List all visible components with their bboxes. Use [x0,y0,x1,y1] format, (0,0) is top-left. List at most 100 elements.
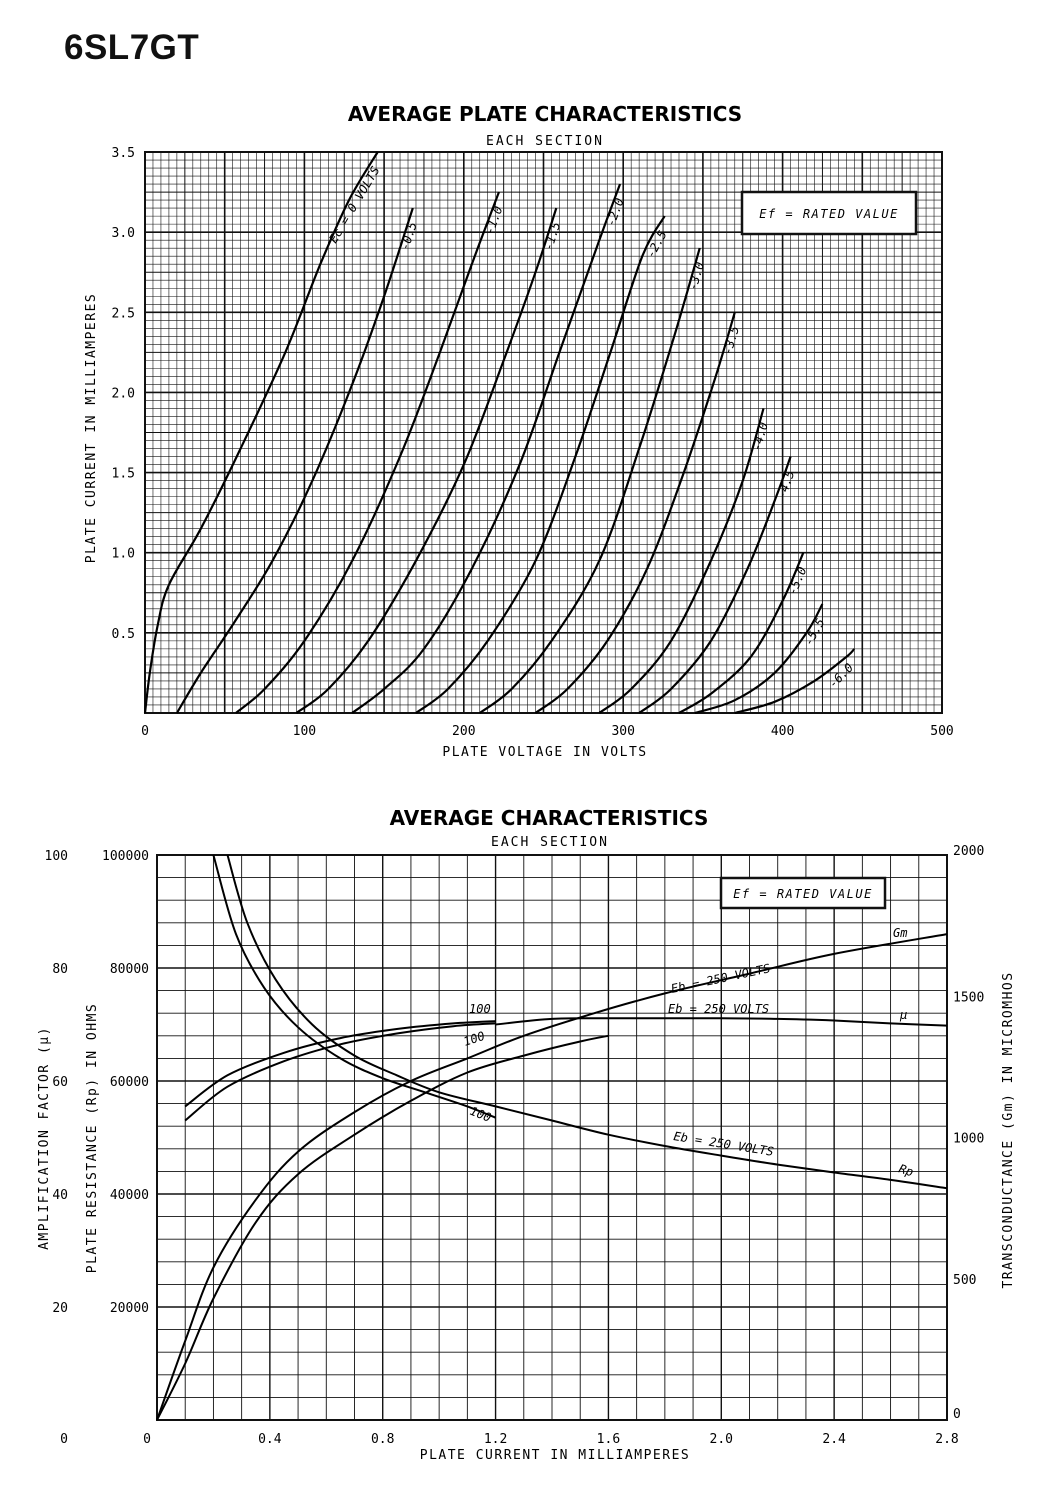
plate-curve [479,247,701,714]
chart1-x-axis-label: PLATE VOLTAGE IN VOLTS [442,745,647,760]
mu-tick-label: 0 [60,1432,68,1447]
x-tick-label: 400 [771,724,794,739]
x-tick-label: 1.2 [484,1432,507,1447]
rp-tick-label: 20000 [110,1301,149,1316]
y-tick-label: 2.5 [112,306,135,321]
chart1-subtitle: EACH SECTION [486,134,604,149]
chart2-note: Ef = RATED VALUE [733,887,873,901]
curve-label: -5.5 [801,616,827,648]
rp-100-label: 100 [468,1104,493,1125]
rp-label: Rp [897,1162,915,1180]
x-tick-label: 300 [611,724,634,739]
y-tick-label: 1.0 [112,547,135,562]
rp-curve [212,854,496,1119]
gm-tick-label: 1000 [953,1132,984,1147]
chart1-curves [143,151,856,715]
curve-label: -0.5 [398,220,420,252]
curve-label: -5.0 [785,565,809,597]
plate-curve [534,311,736,714]
chart2-curves [156,854,948,1421]
chart2-subtitle: EACH SECTION [491,835,609,850]
mu-tick-label: 40 [52,1188,68,1203]
plate-curve [734,648,856,715]
gm-tick-label: 2000 [953,844,984,859]
mu-label: μ [899,1008,907,1022]
gm-curve [156,933,948,1421]
chart2-note-box: Ef = RATED VALUE [719,876,887,910]
mu-eb250-label: Eb = 250 VOLTS [668,1002,769,1016]
chart1-note-frame [740,190,918,236]
rp-tick-label: 40000 [110,1188,149,1203]
y-tick-label: 1.5 [112,467,135,482]
chart1-note-box: Ef = RATED VALUE [740,190,918,236]
gm-label: Gm [893,926,907,940]
chart2-title: AVERAGE CHARACTERISTICS [390,806,709,830]
curve-label: -4.0 [749,421,770,453]
x-tick-label: 1.6 [597,1432,620,1447]
plate-characteristics-chart: AVERAGE PLATE CHARACTERISTICS EACH SECTI… [84,102,954,760]
x-tick-label: 2.0 [710,1432,733,1447]
gm-tick-label: 1500 [953,990,984,1005]
rp-tick-label: 80000 [110,962,149,977]
chart2-frame [156,854,948,1421]
gm-tick-label: 500 [953,1273,976,1288]
y-tick-label: 3.0 [112,226,135,241]
y-tick-label: 3.5 [112,146,135,161]
chart1-note: Ef = RATED VALUE [759,207,899,221]
mu-tick-label: 60 [52,1075,68,1090]
rp-curve [226,854,948,1190]
chart2-x-axis-label: PLATE CURRENT IN MILLIAMPERES [420,1448,690,1463]
curve-label: -3.0 [686,260,707,292]
mu-curve [184,1022,496,1122]
mu-tick-label: 20 [52,1301,68,1316]
plate-curve [678,552,805,714]
x-tick-label: 2.8 [935,1432,958,1447]
mu-100-top-label: 100 [469,1002,491,1016]
chart1-y-axis-label: PLATE CURRENT IN MILLIAMPERES [84,293,99,563]
curve-label: -1.5 [541,220,563,252]
chart2-grid [156,854,948,1421]
x-tick-label: 500 [930,724,953,739]
plate-curve [638,456,792,714]
chart2-rp-axis-label: PLATE RESISTANCE (Rp) IN OHMS [85,1003,100,1273]
plate-curve [235,191,500,714]
plate-curve [598,408,765,714]
plate-curve [694,603,824,715]
mu-tick-label: 100 [45,849,68,864]
chart1-frame [144,151,943,714]
chart2-note-frame [719,876,887,910]
chart2-gm-axis-label: TRANSCONDUCTANCE (Gm) IN MICROMHOS [1001,971,1016,1288]
chart1-ticks: 0 100 200 300 400 500 0.5 1.0 1.5 2.0 2.5 3.0 3.5 [112,146,954,739]
chart1-grid [144,151,943,714]
x-tick-label: 2.4 [822,1432,846,1447]
plate-curve [143,151,379,714]
x-tick-label: 0.4 [258,1432,282,1447]
x-tick-label: 100 [293,724,316,739]
mu-100-bottom-label: 100 [462,1029,487,1049]
x-tick-label: 0.8 [371,1432,394,1447]
plate-curve [415,215,666,714]
gm-tick-label: 0 [953,1407,961,1422]
chart2-mu-axis-label: AMPLIFICATION FACTOR (μ) [37,1026,52,1250]
x-tick-label: 200 [452,724,475,739]
chart1-title: AVERAGE PLATE CHARACTERISTICS [348,102,742,126]
y-tick-label: 2.0 [112,386,135,401]
plate-curve [295,207,558,714]
page-title: 6SL7GT [64,28,200,67]
rp-tick-label: 60000 [110,1075,149,1090]
x-tick-label: 0 [143,1432,151,1447]
y-tick-label: 0.5 [112,627,135,642]
average-characteristics-chart: AVERAGE CHARACTERISTICS EACH SECTION 0 0.… [37,806,1016,1463]
x-tick-label: 0 [141,724,149,739]
mu-curve [184,1020,496,1108]
mu-curve [495,1017,948,1027]
plate-curve [175,207,414,714]
mu-tick-label: 80 [52,962,68,977]
curve-label: -3.5 [720,324,742,356]
rp-eb250-label: Eb = 250 VOLTS [673,1129,775,1159]
chart2-curve-labels: Gm μ Rp Eb = 250 VOLTS Eb = 250 VOLTS Eb… [462,926,916,1179]
curve-label: -4.5 [774,469,797,501]
rp-tick-label: 100000 [102,849,149,864]
plate-curve [351,183,622,714]
gm-curve [156,1034,609,1421]
